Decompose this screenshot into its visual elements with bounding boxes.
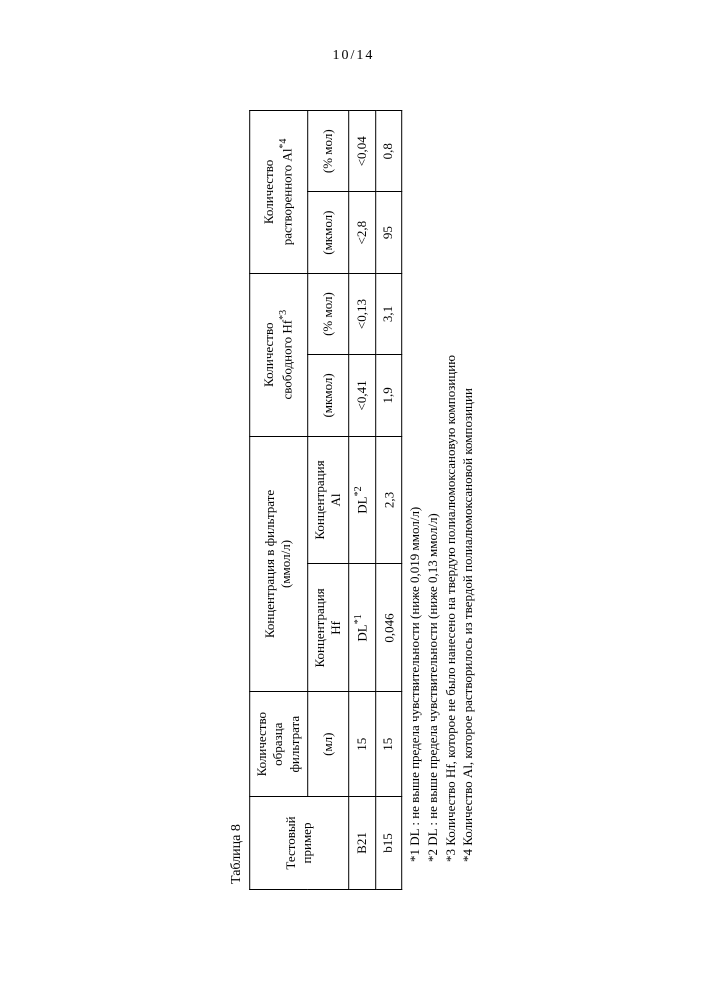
footnotes: *1 DL : не выше предела чувствительности… xyxy=(407,110,477,862)
col-filtrate-qty-l1: Количество образца фильтрата xyxy=(250,692,308,797)
col-filtrate-conc: Концентрация в фильтрате (ммол/л) xyxy=(250,436,308,692)
footnote-4: *4 Количество Al, которое растворилось и… xyxy=(459,110,477,862)
cell-hf-umol: 1,9 xyxy=(376,355,403,436)
cell-al-umol: 95 xyxy=(376,192,403,273)
col-al-umol: (мкмол) xyxy=(307,192,349,273)
page-number: 10/14 xyxy=(0,48,707,64)
cell-hf-molpct: 3,1 xyxy=(376,273,403,354)
col-hf-conc: Концентрация Hf xyxy=(307,564,349,692)
cell-filtrate: 15 xyxy=(376,692,403,797)
data-table: Тестовый пример Количество образца фильт… xyxy=(249,110,402,890)
col-free-hf: Количество свободного Hf*3 xyxy=(250,273,308,436)
col-al-molpct: (% мол) xyxy=(307,111,349,192)
cell-name: B21 xyxy=(349,797,376,890)
table-row: B21 15 DL*1 DL*2 <0,41 <0,13 <2,8 <0,04 xyxy=(349,111,376,890)
cell-al-conc: 2,3 xyxy=(376,436,403,564)
cell-hf-conc: DL*1 xyxy=(349,564,376,692)
cell-al-umol: <2,8 xyxy=(349,192,376,273)
table-caption: Таблица 8 xyxy=(229,110,245,884)
col-hf-umol: (мкмол) xyxy=(307,355,349,436)
cell-al-molpct: <0,04 xyxy=(349,111,376,192)
cell-hf-molpct: <0,13 xyxy=(349,273,376,354)
col-filtrate-unit: (мл) xyxy=(307,692,349,797)
cell-hf-conc: 0,046 xyxy=(376,564,403,692)
col-dissolved-al: Количество растворенного Al*4 xyxy=(250,111,308,274)
cell-hf-umol: <0,41 xyxy=(349,355,376,436)
content-block: Таблица 8 Тестовый пример Количест xyxy=(229,110,477,890)
col-al-conc: Концентрация Al xyxy=(307,436,349,564)
cell-al-molpct: 0,8 xyxy=(376,111,403,192)
cell-filtrate: 15 xyxy=(349,692,376,797)
col-test-example: Тестовый пример xyxy=(250,797,349,890)
footnote-1: *1 DL : не выше предела чувствительности… xyxy=(407,110,425,862)
cell-al-conc: DL*2 xyxy=(349,436,376,564)
footnote-2: *2 DL : не выше предела чувствительности… xyxy=(424,110,442,862)
page: 10/14 Таблица 8 Тестовый пример xyxy=(0,0,707,1000)
table-row: b15 15 0,046 2,3 1,9 3,1 95 0,8 xyxy=(376,111,403,890)
col-hf-molpct: (% мол) xyxy=(307,273,349,354)
rotated-container: Таблица 8 Тестовый пример Количест xyxy=(229,110,477,890)
footnote-3: *3 Количество Hf, которое не было нанесе… xyxy=(442,110,460,862)
cell-name: b15 xyxy=(376,797,403,890)
